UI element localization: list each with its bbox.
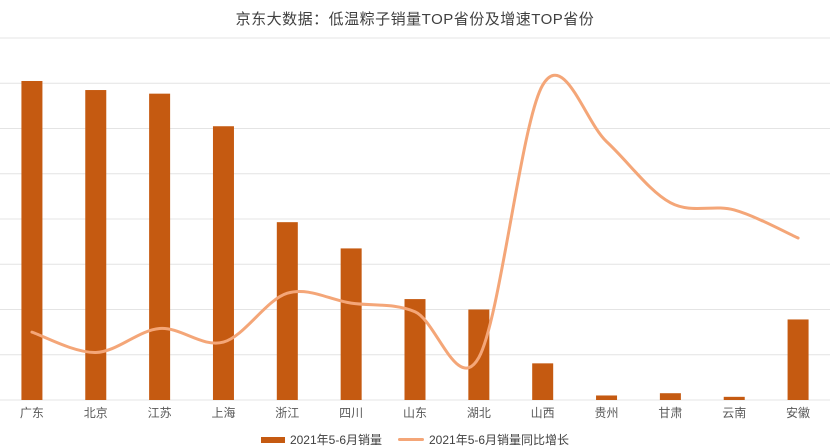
growth-line-swatch-icon [398,438,424,441]
x-axis-label-shanghai: 上海 [211,406,236,420]
sales-bar-swatch-icon [260,436,285,443]
sales-bar-北京 [85,90,107,400]
growth-line [30,74,800,370]
chart-title: 京东大数据：低温粽子销量TOP省份及增速TOP省份 [235,11,595,28]
sales-bar-山西 [532,363,554,400]
sales-bar-上海 [212,126,234,401]
sales-bar-江苏 [149,93,171,400]
x-axis-label-jiangsu: 江苏 [147,406,172,420]
chart-legend: 2021年5-6月销量 2021年5-6月销量同比增长 [0,431,830,448]
x-axis-label-hubei: 湖北 [466,406,491,420]
x-axis-label-shandong: 山东 [402,406,427,420]
x-axis-label-zhejiang: 浙江 [275,406,300,420]
x-axis-label-yunnan: 云南 [722,406,747,420]
sales-bar-甘肃 [659,393,681,400]
sales-bar-安徽 [787,319,809,400]
x-axis-label-guizhou: 贵州 [594,406,619,420]
x-axis-label-beijing: 北京 [83,406,108,420]
legend-label-sales: 2021年5-6月销量 [289,433,382,447]
x-axis-label-gansu: 甘肃 [658,406,683,420]
legend-item-growth: 2021年5-6月销量同比增长 [398,431,569,448]
x-axis-label-anhui: 安徽 [786,406,811,420]
sales-bar-浙江 [276,222,298,400]
x-axis-label-sichuan: 四川 [339,406,364,420]
sales-bar-云南 [723,396,745,400]
sales-bar-山东 [404,299,426,400]
x-axis-labels: 广东 北京 江苏 上海 浙江 四川 山东 湖北 山西 贵州 甘肃 云南 安徽 [0,404,830,421]
x-axis-label-guangdong: 广东 [19,406,44,420]
sales-bar-贵州 [596,395,618,400]
legend-label-growth: 2021年5-6月销量同比增长 [429,433,570,447]
legend-item-sales: 2021年5-6月销量 [260,431,382,448]
sales-bar-广东 [21,80,43,401]
sales-bar-四川 [340,248,362,400]
x-axis-label-shanxi: 山西 [530,406,555,420]
